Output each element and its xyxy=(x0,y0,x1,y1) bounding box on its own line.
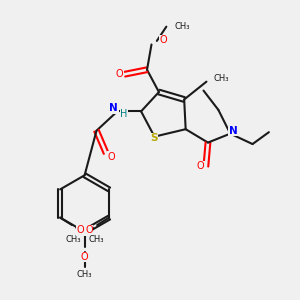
Text: O: O xyxy=(107,152,115,161)
Text: N: N xyxy=(229,126,238,136)
Text: CH₃: CH₃ xyxy=(66,235,81,244)
Text: O: O xyxy=(81,252,88,262)
Text: O: O xyxy=(76,225,84,235)
Text: CH₃: CH₃ xyxy=(88,235,103,244)
Text: O: O xyxy=(85,225,93,235)
Text: O: O xyxy=(197,161,204,171)
Text: CH₃: CH₃ xyxy=(175,22,190,31)
Text: S: S xyxy=(150,133,158,143)
Text: O: O xyxy=(116,69,123,79)
Text: CH₃: CH₃ xyxy=(214,74,230,83)
Text: N: N xyxy=(110,103,118,113)
Text: CH₃: CH₃ xyxy=(77,270,92,279)
Text: H: H xyxy=(120,109,128,119)
Text: O: O xyxy=(160,35,167,45)
